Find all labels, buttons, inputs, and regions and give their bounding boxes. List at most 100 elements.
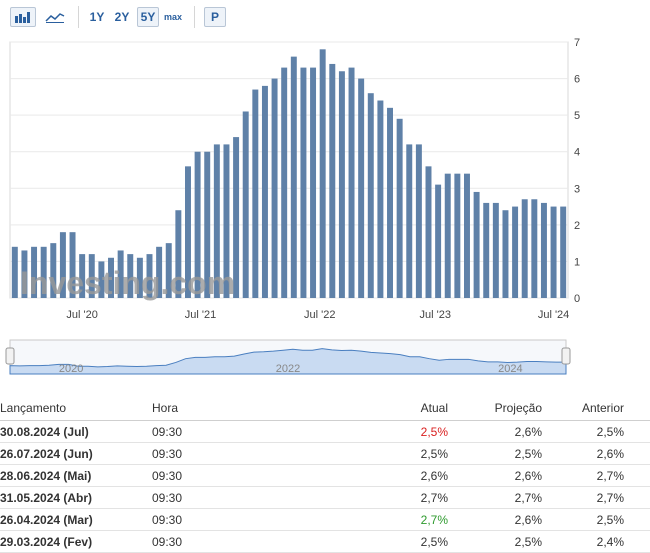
previous-cell: 2,7% xyxy=(542,464,650,487)
actual-cell: 2,7% xyxy=(392,508,448,531)
bar xyxy=(204,151,211,298)
time-cell: 09:30 xyxy=(152,530,392,553)
bar xyxy=(136,257,143,298)
bar xyxy=(540,202,547,298)
bar xyxy=(338,71,345,298)
bar xyxy=(531,199,538,298)
column-header-previous[interactable]: Anterior xyxy=(542,396,650,421)
x-axis: Jul '20 Jul '21 Jul '22 Jul '23 Jul '24 xyxy=(66,309,569,321)
bar xyxy=(223,144,230,298)
time-cell: 09:30 xyxy=(152,420,392,443)
y-tick-label: 6 xyxy=(574,74,580,86)
column-header-forecast[interactable]: Projeção xyxy=(448,396,542,421)
column-header-time[interactable]: Hora xyxy=(152,396,392,421)
forecast-cell: 2,6% xyxy=(448,464,542,487)
bar xyxy=(300,67,307,298)
actual-cell: 2,5% xyxy=(392,530,448,553)
navigator-year-label: 2020 xyxy=(59,363,83,375)
bar xyxy=(31,246,38,298)
range-max-button[interactable]: max xyxy=(163,12,182,22)
time-cell: 09:30 xyxy=(152,486,392,509)
y-tick-label: 5 xyxy=(574,110,580,122)
range-navigator[interactable]: 2020 2022 2024 xyxy=(5,339,571,375)
table-header-row: Lançamento Hora Atual Projeção Anterior xyxy=(0,396,650,421)
bar xyxy=(377,100,384,298)
bar xyxy=(512,206,519,298)
bar xyxy=(406,144,413,298)
range-5y-button[interactable]: 5Y xyxy=(137,7,159,27)
bar xyxy=(367,93,374,298)
bar xyxy=(117,250,124,298)
table-row: 30.08.2024 (Jul) 09:30 2,5% 2,6% 2,5% xyxy=(0,420,650,443)
releases-table: Lançamento Hora Atual Projeção Anterior … xyxy=(0,396,650,553)
actual-cell: 2,5% xyxy=(392,420,448,443)
bar xyxy=(560,206,567,298)
bar xyxy=(213,144,220,298)
release-date-cell: 28.06.2024 (Mai) xyxy=(0,464,152,487)
bar xyxy=(88,254,95,298)
bar xyxy=(492,202,499,298)
p-button[interactable]: P xyxy=(204,7,226,27)
release-date-cell: 31.05.2024 (Abr) xyxy=(0,486,152,509)
bar xyxy=(69,232,76,298)
bar xyxy=(252,89,259,298)
bar-chart-icon[interactable] xyxy=(10,7,36,27)
previous-cell: 2,7% xyxy=(542,486,650,509)
bar xyxy=(387,107,393,298)
bar xyxy=(108,257,114,298)
release-date-cell: 29.03.2024 (Fev) xyxy=(0,530,152,553)
bar xyxy=(233,137,240,298)
bar xyxy=(261,85,268,298)
bar xyxy=(473,191,480,298)
bar xyxy=(396,118,403,298)
bar xyxy=(435,184,442,298)
bar xyxy=(310,67,317,298)
previous-cell: 2,5% xyxy=(542,508,650,531)
bar xyxy=(550,206,557,298)
bar xyxy=(11,246,18,298)
bar xyxy=(521,199,528,298)
column-header-release[interactable]: Lançamento xyxy=(0,396,152,421)
bar xyxy=(502,210,509,298)
bar xyxy=(425,166,432,298)
time-cell: 09:30 xyxy=(152,442,392,465)
bar xyxy=(127,254,134,298)
bar xyxy=(281,67,288,298)
svg-text:Investing.com: Investing.com xyxy=(20,265,235,301)
forecast-cell: 2,5% xyxy=(448,530,542,553)
y-tick-label: 4 xyxy=(574,147,580,159)
bar xyxy=(79,254,86,298)
forecast-cell: 2,6% xyxy=(448,508,542,531)
previous-cell: 2,4% xyxy=(542,530,650,553)
x-tick-label: Jul '24 xyxy=(538,309,569,321)
x-tick-label: Jul '21 xyxy=(185,309,216,321)
bar xyxy=(21,250,28,298)
bar xyxy=(483,202,490,298)
actual-cell: 2,6% xyxy=(392,464,448,487)
bar xyxy=(50,243,57,298)
y-tick-label: 2 xyxy=(574,220,580,232)
bar xyxy=(242,111,249,298)
bar xyxy=(156,246,163,298)
column-header-actual[interactable]: Atual xyxy=(392,396,448,421)
forecast-cell: 2,5% xyxy=(448,442,542,465)
bar xyxy=(464,173,470,298)
range-1y-button[interactable]: 1Y xyxy=(89,10,105,24)
y-tick-label: 1 xyxy=(574,256,580,268)
table-row: 26.04.2024 (Mar) 09:30 2,7% 2,6% 2,5% xyxy=(0,508,650,531)
forecast-cell: 2,6% xyxy=(448,420,542,443)
bar xyxy=(98,261,105,298)
bar xyxy=(290,56,297,298)
bar xyxy=(185,166,191,298)
investing-watermark: Investing.com xyxy=(20,265,235,301)
release-date-cell: 26.04.2024 (Mar) xyxy=(0,508,152,531)
range-2y-button[interactable]: 2Y xyxy=(114,10,130,24)
table-row: 26.07.2024 (Jun) 09:30 2,5% 2,5% 2,6% xyxy=(0,442,650,465)
y-tick-label: 3 xyxy=(574,183,580,195)
actual-cell: 2,5% xyxy=(392,442,448,465)
area-chart-icon[interactable] xyxy=(42,7,68,27)
toolbar-separator xyxy=(78,6,79,28)
toolbar-separator xyxy=(194,6,195,28)
bar xyxy=(59,232,66,298)
